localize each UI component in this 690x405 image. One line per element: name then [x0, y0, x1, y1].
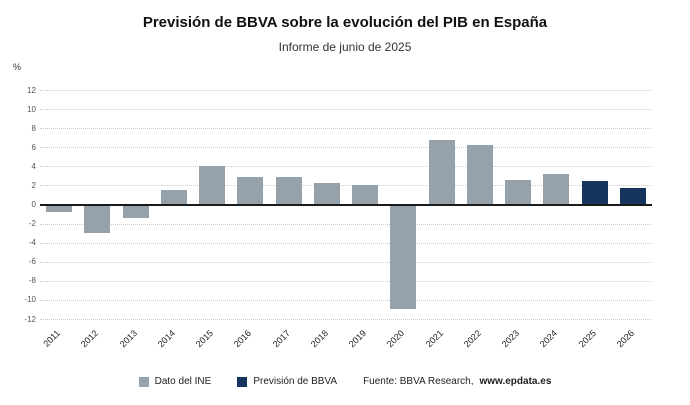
y-tick-label: 8 [31, 123, 36, 133]
gridline [40, 242, 652, 244]
y-tick-label: -4 [28, 238, 36, 248]
y-tick-label: 0 [31, 200, 36, 209]
bar-2020 [390, 204, 417, 309]
y-tick-label: 12 [27, 85, 36, 95]
x-tick-label-2019: 2019 [346, 328, 369, 350]
bar-2016 [237, 176, 264, 205]
x-tick-label-2015: 2015 [193, 328, 216, 350]
gridline [40, 280, 652, 282]
y-tick-label: -6 [28, 257, 36, 267]
gridline [40, 223, 652, 225]
gridline [40, 166, 652, 168]
gridline [40, 185, 652, 187]
y-tick-label: -8 [28, 276, 36, 286]
bar-2021 [428, 139, 455, 205]
legend-item-bbva: Previsión de BBVA [237, 376, 337, 387]
gridline [40, 299, 652, 301]
bar-2019 [352, 185, 379, 205]
bar-2014 [160, 190, 187, 205]
bar-2013 [122, 204, 149, 218]
bar-2012 [84, 204, 111, 234]
legend-label-ine: Dato del INE [154, 376, 212, 387]
x-tick-label-2020: 2020 [385, 328, 407, 350]
gridline [40, 261, 652, 263]
y-tick-label: 2 [31, 180, 36, 190]
x-tick-label-2021: 2021 [423, 328, 445, 350]
bar-2023 [505, 179, 532, 205]
page-title: Previsión de BBVA sobre la evolución del… [142, 14, 548, 31]
bar-2022 [466, 145, 493, 205]
source-prefix: Fuente: BBVA Research, [363, 376, 474, 387]
y-tick-label: 6 [31, 142, 36, 152]
gridline [40, 128, 652, 130]
x-tick-label-2025: 2025 [576, 328, 598, 350]
legend-item-ine: Dato del INE [138, 376, 212, 387]
x-tick-label-2018: 2018 [308, 328, 330, 350]
x-tick-label-2023: 2023 [499, 328, 522, 350]
source-text: Fuente: BBVA Research, www.epdata.es [363, 376, 551, 387]
gridline [40, 109, 652, 111]
legend-swatch-bbva [237, 376, 248, 387]
gridline [40, 90, 652, 91]
x-tick-label-2011: 2011 [41, 328, 63, 349]
bar-2018 [313, 182, 340, 205]
x-tick-label-2012: 2012 [79, 328, 101, 350]
chart-legend: Dato del INE Previsión de BBVA Fuente: B… [0, 376, 690, 387]
legend-label-bbva: Previsión de BBVA [253, 376, 338, 387]
x-tick-label-2026: 2026 [614, 328, 636, 350]
x-tick-label-2017: 2017 [270, 328, 292, 350]
y-tick-label: -2 [28, 219, 36, 229]
bar-2017 [275, 176, 302, 205]
legend-swatch-ine [138, 376, 149, 387]
bar-2011 [46, 204, 73, 213]
y-tick-label: 10 [27, 104, 36, 114]
y-tick-label: -12 [24, 314, 36, 324]
x-tick-label-2016: 2016 [232, 328, 254, 350]
source-link[interactable]: www.epdata.es [479, 376, 552, 387]
x-tick-label-2013: 2013 [117, 328, 139, 350]
y-tick-label: -10 [24, 295, 36, 305]
x-tick-label-2014: 2014 [155, 328, 177, 350]
bar-2024 [543, 173, 570, 205]
gridline [40, 147, 652, 149]
bar-2026 [619, 188, 646, 205]
bar-2015 [199, 166, 226, 205]
x-tick-label-2024: 2024 [538, 328, 560, 350]
x-tick-label-2022: 2022 [461, 328, 483, 350]
gridline [40, 319, 652, 320]
y-tick-label: 4 [31, 161, 36, 171]
y-axis-unit-label: % [13, 62, 22, 72]
bar-2025 [581, 180, 608, 205]
zero-axis-line [40, 203, 652, 206]
page-subtitle: Informe de junio de 2025 [278, 40, 412, 54]
